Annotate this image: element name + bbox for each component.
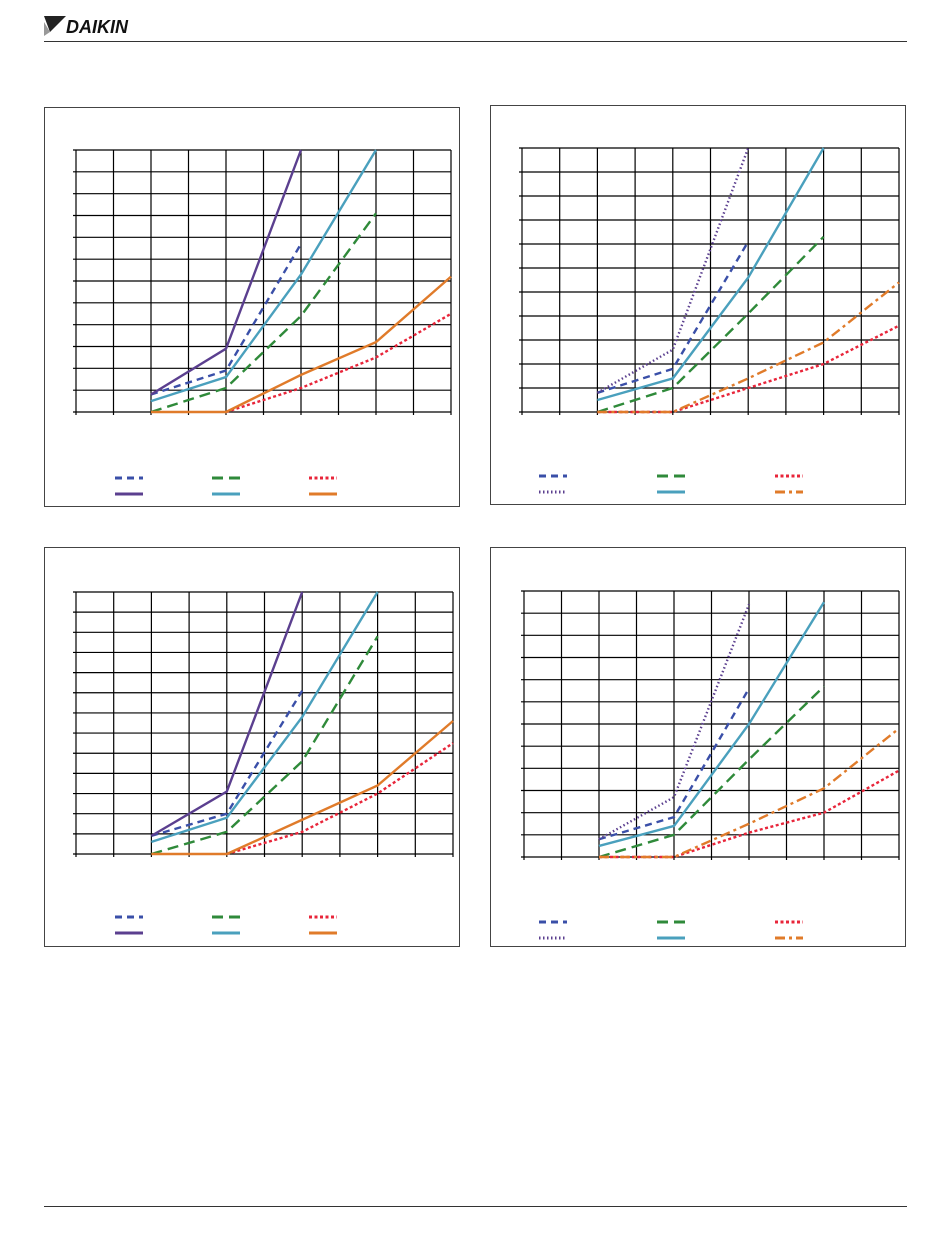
series-line-5	[150, 149, 378, 403]
chart-3	[44, 547, 460, 947]
series-line-2	[150, 212, 377, 414]
series-line-2	[598, 685, 825, 859]
chart-4	[490, 547, 906, 947]
chart-svg	[519, 147, 900, 494]
series-line-2	[151, 635, 379, 856]
series-line-6	[597, 281, 900, 414]
header-rule	[44, 41, 907, 42]
series-line-3	[226, 742, 454, 856]
series-line-5	[598, 601, 826, 848]
series-line-5	[151, 591, 379, 844]
series-line-3	[225, 312, 452, 414]
chart-svg	[73, 591, 454, 935]
daikin-logo: DAIKIN	[44, 16, 129, 37]
series-line-2	[597, 235, 825, 414]
svg-text:DAIKIN: DAIKIN	[66, 17, 129, 37]
series-line-5	[597, 147, 825, 402]
series-line-4	[598, 603, 751, 841]
chart-2	[490, 105, 906, 505]
footer-rule	[44, 1206, 907, 1207]
chart-svg	[73, 149, 452, 496]
series-line-6	[599, 727, 900, 859]
series-line-1	[597, 240, 750, 394]
chart-1	[44, 107, 460, 507]
chart-svg	[521, 590, 900, 940]
series-line-4	[596, 147, 750, 394]
